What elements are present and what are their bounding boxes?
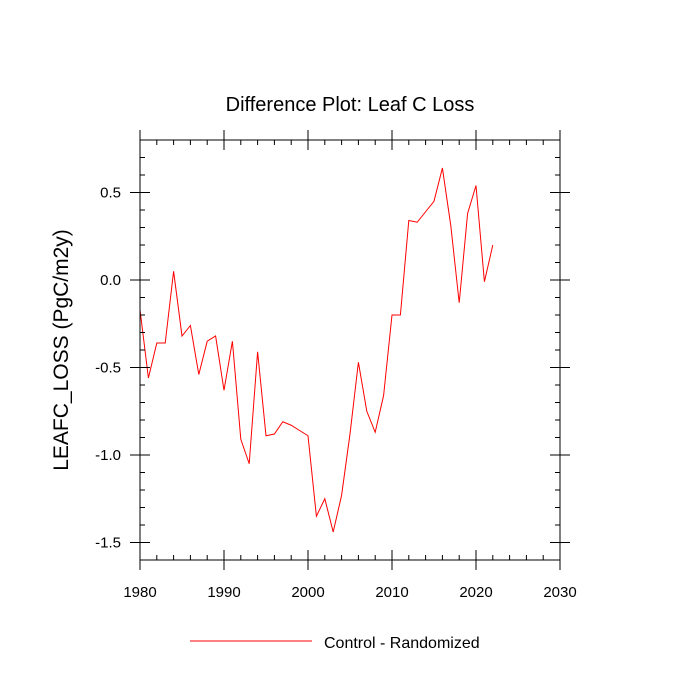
y-tick-label: 0.0 bbox=[100, 272, 121, 289]
y-axis-label: LEAFC_LOSS (PgC/m2y) bbox=[50, 229, 73, 471]
x-tick-label: 2000 bbox=[291, 584, 324, 601]
y-tick-labels: 0.5 0.0 -0.5 -1.0 -1.5 bbox=[95, 185, 121, 552]
series-line-0 bbox=[139, 167, 494, 533]
chart-title: Difference Plot: Leaf C Loss bbox=[226, 94, 475, 116]
y-tick-label: -1.0 bbox=[95, 447, 121, 464]
major-ticks bbox=[130, 130, 570, 570]
y-tick-label: 0.5 bbox=[100, 185, 121, 202]
x-tick-label: 2030 bbox=[543, 584, 576, 601]
x-tick-label: 2010 bbox=[375, 584, 408, 601]
x-tick-label: 1980 bbox=[123, 584, 156, 601]
legend-label-control-randomized: Control - Randomized bbox=[324, 635, 480, 652]
series-layer bbox=[139, 167, 494, 533]
x-tick-label: 2020 bbox=[459, 584, 492, 601]
x-tick-label: 1990 bbox=[207, 584, 240, 601]
y-tick-label: -1.5 bbox=[95, 535, 121, 552]
minor-ticks bbox=[140, 139, 560, 560]
plot-frame bbox=[139, 139, 561, 561]
legend: Control - Randomized bbox=[190, 635, 480, 652]
y-tick-label: -0.5 bbox=[95, 360, 121, 377]
x-tick-labels: 1980 1990 2000 2010 2020 2030 bbox=[123, 584, 576, 601]
